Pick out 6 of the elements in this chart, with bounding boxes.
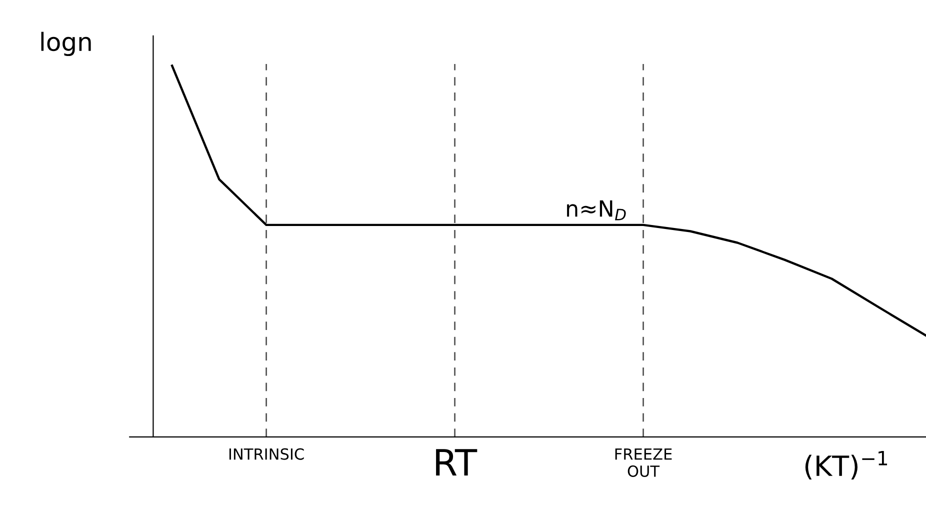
x-axis-title: (KT)$^{−1}$	[805, 451, 888, 480]
y-axis-title: logn	[41, 32, 91, 56]
x-tick-label: RT	[436, 449, 478, 476]
annotation: n≈N$_{D}$	[567, 200, 626, 220]
x-tick-label: FREEZE OUT	[615, 448, 672, 477]
x-tick-label: INTRINSIC	[229, 448, 304, 460]
